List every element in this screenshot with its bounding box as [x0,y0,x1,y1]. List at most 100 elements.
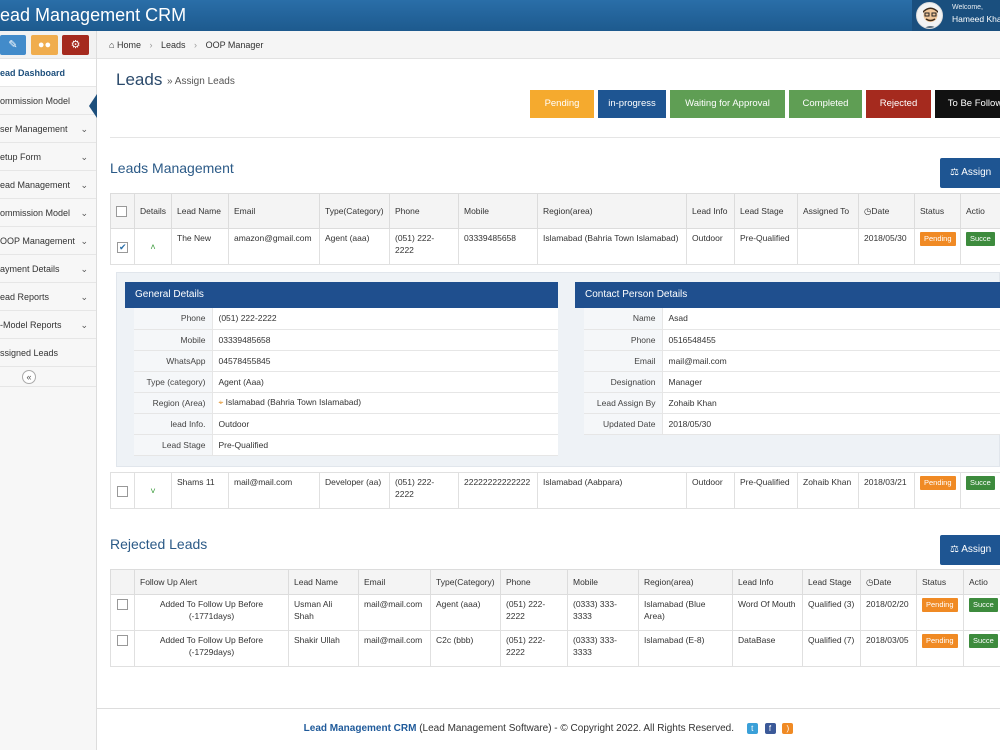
pencil-icon[interactable]: ✎ [0,35,26,55]
sidebar-item[interactable]: etup Form ⌄ [0,143,96,171]
row-checkbox[interactable] [117,485,128,497]
breadcrumb-home[interactable]: Home [116,40,141,50]
detail-key: lead Info. [134,413,212,435]
cell-info: DataBase [732,630,803,667]
cell-status: Pending [916,594,964,631]
detail-value: 03339485658 [211,329,558,351]
column-header: ◷Date [860,569,917,595]
general-details: General Details Phone (051) 222-2222 Mobil… [125,282,558,456]
column-header: Details [134,193,172,229]
app-title[interactable]: ead Management CRM [0,5,187,25]
cell-region: Islamabad (Aabpara) [537,472,687,509]
assign-button[interactable]: ⚖ Assign [940,158,1000,188]
column-header: Status [914,193,961,229]
cell-date: 2018/05/30 [858,228,915,265]
sidebar-shortcuts: ✎ ●● ⚙ [0,31,96,59]
cell-stage: Pre-Qualified [734,472,798,509]
status-tab[interactable]: Pending [530,90,594,118]
flask-icon: ⚖ [950,167,959,178]
clock-icon: ◷ [866,576,874,587]
table-row[interactable]: Added To Follow Up Before (-1729days) Sha… [110,630,1000,667]
rss-icon[interactable]: ) [782,722,794,734]
status-tab[interactable]: To Be Follow [935,90,1000,118]
sidebar-item[interactable]: ommission Model ⌄ [0,199,96,227]
sidebar-collapse[interactable]: « [0,367,96,387]
column-header: Actio [963,569,1000,595]
sidebar-item[interactable]: ser Management ⌄ [0,115,96,143]
table-header: Details Lead Name Email Type(Category) Phone… [110,193,1000,229]
detail-value: ⌖ Islamabad (Bahria Town Islamabad) [211,392,558,414]
sidebar-item[interactable]: OOP Management ⌄ [0,227,96,255]
status-badge: Pending [920,232,956,246]
sidebar-item-label: ommission Model [0,96,71,106]
sidebar-item[interactable]: ommission Model [0,87,96,115]
page-subtitle: » Assign Leads [167,76,235,87]
cell-status: Pending [916,630,964,667]
cell-action: Succe [960,472,1000,509]
flask-icon: ⚖ [950,544,959,555]
detail-row: Designation Manager [584,371,1000,393]
sidebar-item[interactable]: ead Dashboard [0,59,96,87]
chevron-down-icon[interactable]: ˅ [150,485,156,496]
column-header[interactable] [110,193,135,229]
cell-date: 2018/02/20 [860,594,917,631]
table-row[interactable]: Added To Follow Up Before (-1771days) Usm… [110,594,1000,631]
sidebar-item-label: etup Form [0,152,42,162]
home-icon[interactable]: ⌂ [109,40,115,50]
footer-text: (Lead Management Software) - © Copyright… [416,723,734,734]
user-menu[interactable]: Welcome, Hameed Kha [912,0,1000,31]
action-button[interactable]: Succe [969,598,998,612]
status-tab[interactable]: Completed [789,90,862,118]
users-icon[interactable]: ●● [31,35,58,55]
detail-value-text: (051) 222-2222 [218,313,277,324]
action-button[interactable]: Succe [966,232,995,246]
chevron-up-icon[interactable]: ˄ [150,241,156,252]
assign-button[interactable]: ⚖ Assign [940,535,1000,565]
cogs-icon[interactable]: ⚙ [62,35,89,55]
detail-value: Manager [661,371,1000,393]
status-tab[interactable]: Rejected [866,90,931,118]
sidebar-item[interactable]: ead Reports ⌄ [0,283,96,311]
cell-email: mail@mail.com [228,472,320,509]
column-label: Lead Name [294,577,338,587]
column-header: Lead Info [732,569,803,595]
sidebar-item[interactable]: ead Management ⌄ [0,171,96,199]
cell-date: 2018/03/05 [860,630,917,667]
status-tab[interactable]: in-progress [598,90,666,118]
cell-phone: (051) 222-2222 [500,630,568,667]
column-label: Status [922,577,947,587]
column-header: Phone [389,193,459,229]
row-checkbox[interactable] [117,635,128,647]
footer-brand[interactable]: Lead Management CRM [303,723,417,734]
column-header: Assigned To [797,193,859,229]
sidebar: ✎ ●● ⚙ ead Dashboard ommission Model ser M… [0,31,97,750]
status-tab[interactable]: Waiting for Approval [670,90,785,118]
sidebar-item[interactable]: -Model Reports ⌄ [0,311,96,339]
chevron-down-icon: ⌄ [80,320,88,330]
detail-row: Lead Stage Pre-Qualified [134,434,558,456]
twitter-icon[interactable]: t [746,722,758,734]
sidebar-item[interactable]: ssigned Leads [0,339,96,367]
detail-key: Email [584,350,662,372]
breadcrumb-leads[interactable]: Leads [161,40,186,50]
chevron-down-icon: ⌄ [80,180,88,190]
action-button[interactable]: Succe [966,476,995,490]
column-header: Phone [500,569,568,595]
cell-email: amazon@gmail.com [228,228,320,265]
column-header [110,569,135,595]
row-checkbox[interactable] [117,599,128,611]
footer: Lead Management CRM (Lead Management Sof… [97,708,1000,750]
select-all-checkbox[interactable] [116,205,127,217]
sidebar-item-label: ayment Details [0,264,60,274]
detail-key: Phone [134,308,212,330]
column-header: Email [358,569,431,595]
collapse-icon[interactable]: « [22,370,36,384]
row-checkbox[interactable] [117,241,128,253]
column-label: Lead Stage [808,577,852,587]
sidebar-item[interactable]: ayment Details ⌄ [0,255,96,283]
cell-email: mail@mail.com [358,594,431,631]
facebook-icon[interactable]: f [764,722,776,734]
table-row[interactable]: ˅ Shams 11 mail@mail.com Developer (aa) (051… [110,472,1000,509]
action-button[interactable]: Succe [969,634,998,648]
